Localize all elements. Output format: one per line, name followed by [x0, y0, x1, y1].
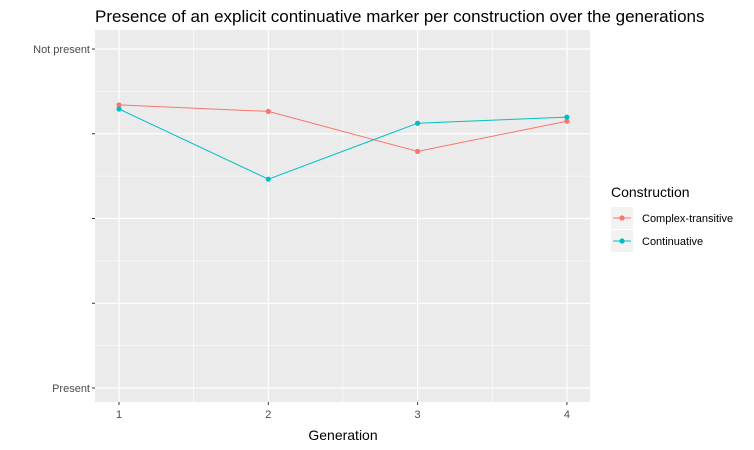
data-point	[564, 114, 570, 120]
y-tick-label: Not present	[33, 44, 90, 56]
data-point	[265, 108, 271, 114]
x-tick-label: 4	[564, 409, 570, 421]
data-point	[564, 118, 570, 124]
data-point	[265, 176, 271, 182]
series-line-1	[118, 108, 567, 180]
grid-major	[95, 30, 590, 402]
legend: Construction Complex-transitive Continuat…	[611, 184, 733, 252]
axes-layer: Present Not present 1 2 3 4	[33, 44, 570, 421]
y-tick-label: Present	[52, 383, 90, 395]
legend-key-point	[619, 215, 625, 221]
legend-label: Continuative	[642, 236, 703, 248]
legend-label: Complex-transitive	[642, 213, 733, 225]
plot-panel	[95, 30, 590, 402]
x-tick-label: 2	[265, 409, 271, 421]
legend-key-point	[619, 238, 625, 244]
data-point	[116, 106, 122, 112]
data-point	[116, 102, 122, 108]
data-point	[415, 120, 421, 126]
x-axis-title: Generation	[308, 427, 377, 443]
data-point	[415, 148, 421, 154]
series-layer	[116, 102, 570, 182]
legend-title: Construction	[611, 184, 690, 200]
chart-title: Presence of an explicit continuative mar…	[95, 7, 705, 26]
x-tick-label: 1	[116, 409, 122, 421]
grid-minor	[95, 30, 590, 402]
series-line-0	[118, 104, 567, 152]
x-tick-label: 3	[415, 409, 421, 421]
